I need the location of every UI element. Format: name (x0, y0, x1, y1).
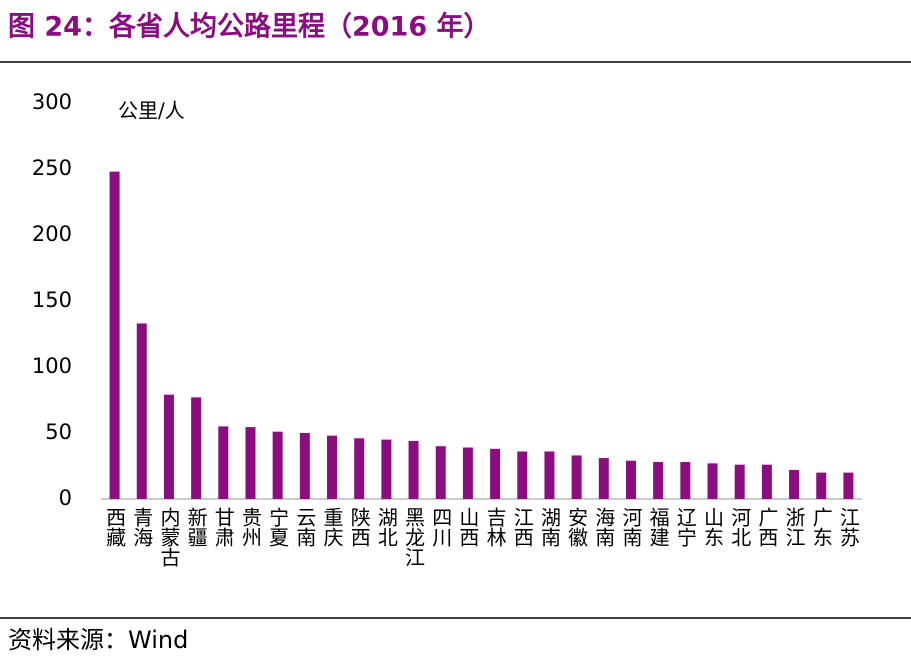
x-tick-label: 贵州 (238, 507, 262, 547)
bar (816, 472, 827, 499)
x-tick-label: 湖北 (374, 507, 398, 547)
y-tick-label: 250 (32, 156, 72, 180)
bar (299, 433, 310, 499)
bar (435, 446, 446, 499)
y-tick-label: 300 (32, 90, 72, 114)
y-tick-label: 100 (32, 354, 72, 378)
x-tick-label: 广西 (755, 507, 779, 547)
x-tick-label: 新疆 (184, 507, 208, 547)
bar (598, 458, 609, 499)
bar (789, 469, 800, 499)
y-tick-label: 150 (32, 288, 72, 312)
x-tick-label: 辽宁 (673, 507, 697, 547)
bar (544, 451, 555, 499)
y-tick-label: 0 (59, 486, 72, 510)
x-tick-label: 陕西 (347, 507, 371, 547)
bar (680, 462, 691, 499)
x-tick-label: 江西 (510, 507, 534, 547)
bar (109, 171, 120, 499)
x-tick-label: 重庆 (320, 507, 344, 547)
x-tick-label: 甘肃 (211, 507, 235, 547)
bar (517, 451, 528, 499)
x-tick-label: 海南 (592, 507, 616, 547)
bar (408, 440, 419, 499)
bar (136, 323, 147, 499)
x-tick-label: 内蒙古 (157, 507, 181, 567)
x-tick-label: 四川 (429, 507, 453, 547)
y-axis-unit: 公里/人 (118, 99, 185, 123)
x-tick-label: 福建 (646, 507, 670, 547)
bar (625, 460, 636, 499)
x-tick-label: 安徽 (565, 507, 589, 547)
bar (245, 427, 256, 499)
x-tick-label: 黑龙江 (402, 507, 426, 567)
x-tick-label: 河南 (619, 507, 643, 547)
bar (163, 394, 174, 499)
bar (653, 462, 664, 499)
y-tick-label: 200 (32, 222, 72, 246)
bar (327, 435, 338, 499)
x-tick-label: 浙江 (782, 507, 806, 547)
x-tick-label: 宁夏 (266, 507, 290, 547)
x-tick-label: 河北 (728, 507, 752, 547)
bar (571, 455, 582, 499)
bar (734, 464, 745, 499)
x-tick-label: 山西 (456, 507, 480, 547)
x-tick-label: 广东 (809, 507, 833, 547)
bar (272, 431, 283, 499)
chart-title: 图 24：各省人均公路里程（2016 年） (8, 11, 491, 43)
x-tick-label: 江苏 (836, 507, 860, 547)
x-tick-label: 西藏 (103, 507, 127, 547)
x-tick-label: 青海 (130, 507, 154, 547)
x-tick-label: 湖南 (537, 507, 561, 547)
y-tick-label: 50 (45, 420, 72, 444)
bar (462, 447, 473, 499)
x-tick-label: 吉林 (483, 507, 507, 547)
bar (707, 463, 718, 499)
bar (843, 472, 854, 499)
source: 资料来源：Wind (8, 626, 188, 654)
bar (354, 438, 365, 499)
bar (761, 464, 772, 499)
x-tick-label: 山东 (701, 507, 725, 547)
bar (490, 448, 501, 499)
x-tick-label: 云南 (293, 507, 317, 547)
bar (218, 426, 229, 499)
bar (191, 397, 202, 499)
bar (381, 439, 392, 499)
